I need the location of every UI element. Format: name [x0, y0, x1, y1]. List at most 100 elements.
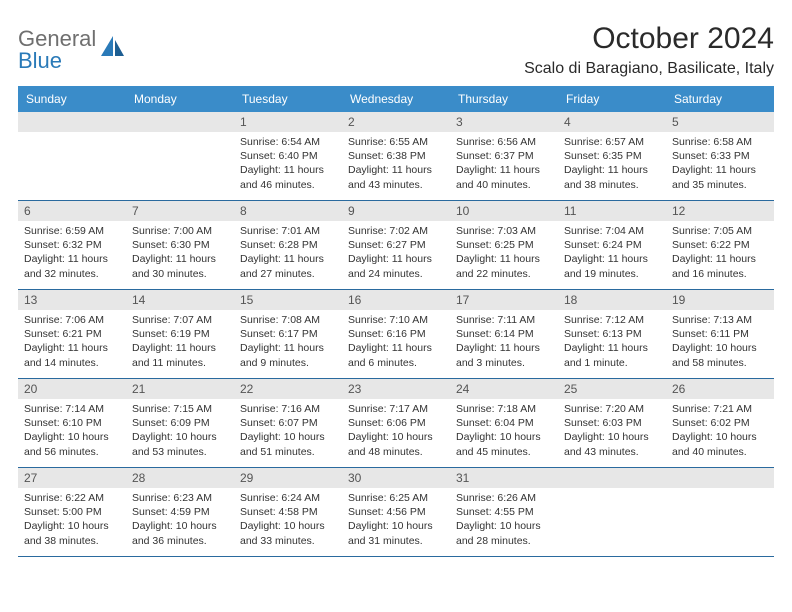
sunset-text: Sunset: 6:11 PM	[672, 327, 768, 341]
weekday-header: Sunday	[18, 86, 126, 112]
day-cell: 24Sunrise: 7:18 AMSunset: 6:04 PMDayligh…	[450, 379, 558, 467]
day-number: 31	[450, 468, 558, 488]
sunrise-text: Sunrise: 7:03 AM	[456, 224, 552, 238]
day-number: 30	[342, 468, 450, 488]
day-number: 7	[126, 201, 234, 221]
daylight-text: Daylight: 10 hours and 45 minutes.	[456, 430, 552, 458]
daylight-text: Daylight: 11 hours and 46 minutes.	[240, 163, 336, 191]
daylight-text: Daylight: 10 hours and 28 minutes.	[456, 519, 552, 547]
daylight-text: Daylight: 11 hours and 1 minute.	[564, 341, 660, 369]
week-row: 13Sunrise: 7:06 AMSunset: 6:21 PMDayligh…	[18, 290, 774, 379]
day-cell	[558, 468, 666, 556]
day-number: 19	[666, 290, 774, 310]
sunset-text: Sunset: 6:22 PM	[672, 238, 768, 252]
sunrise-text: Sunrise: 6:23 AM	[132, 491, 228, 505]
day-cell	[18, 112, 126, 200]
day-number: 8	[234, 201, 342, 221]
sunrise-text: Sunrise: 7:21 AM	[672, 402, 768, 416]
daylight-text: Daylight: 11 hours and 9 minutes.	[240, 341, 336, 369]
day-cell: 23Sunrise: 7:17 AMSunset: 6:06 PMDayligh…	[342, 379, 450, 467]
daylight-text: Daylight: 11 hours and 27 minutes.	[240, 252, 336, 280]
logo-text-blue: Blue	[18, 48, 62, 73]
daylight-text: Daylight: 10 hours and 38 minutes.	[24, 519, 120, 547]
day-number: 4	[558, 112, 666, 132]
daylight-text: Daylight: 11 hours and 43 minutes.	[348, 163, 444, 191]
sunrise-text: Sunrise: 7:10 AM	[348, 313, 444, 327]
daylight-text: Daylight: 11 hours and 38 minutes.	[564, 163, 660, 191]
day-cell	[126, 112, 234, 200]
day-cell: 27Sunrise: 6:22 AMSunset: 5:00 PMDayligh…	[18, 468, 126, 556]
sunrise-text: Sunrise: 7:18 AM	[456, 402, 552, 416]
daylight-text: Daylight: 10 hours and 53 minutes.	[132, 430, 228, 458]
day-body: Sunrise: 7:12 AMSunset: 6:13 PMDaylight:…	[558, 310, 666, 376]
calendar: Sunday Monday Tuesday Wednesday Thursday…	[18, 86, 774, 557]
day-body: Sunrise: 6:26 AMSunset: 4:55 PMDaylight:…	[450, 488, 558, 554]
day-number: 1	[234, 112, 342, 132]
day-cell: 13Sunrise: 7:06 AMSunset: 6:21 PMDayligh…	[18, 290, 126, 378]
daylight-text: Daylight: 10 hours and 33 minutes.	[240, 519, 336, 547]
day-number: 29	[234, 468, 342, 488]
sunset-text: Sunset: 6:38 PM	[348, 149, 444, 163]
sunset-text: Sunset: 6:04 PM	[456, 416, 552, 430]
weekday-header: Thursday	[450, 86, 558, 112]
day-cell: 29Sunrise: 6:24 AMSunset: 4:58 PMDayligh…	[234, 468, 342, 556]
sunrise-text: Sunrise: 6:22 AM	[24, 491, 120, 505]
logo-text: General Blue	[18, 28, 96, 72]
sunrise-text: Sunrise: 6:59 AM	[24, 224, 120, 238]
week-row: 27Sunrise: 6:22 AMSunset: 5:00 PMDayligh…	[18, 468, 774, 557]
day-body: Sunrise: 6:22 AMSunset: 5:00 PMDaylight:…	[18, 488, 126, 554]
day-body: Sunrise: 7:11 AMSunset: 6:14 PMDaylight:…	[450, 310, 558, 376]
daylight-text: Daylight: 11 hours and 22 minutes.	[456, 252, 552, 280]
day-number: 18	[558, 290, 666, 310]
day-body: Sunrise: 6:55 AMSunset: 6:38 PMDaylight:…	[342, 132, 450, 198]
day-number	[126, 112, 234, 132]
day-cell: 18Sunrise: 7:12 AMSunset: 6:13 PMDayligh…	[558, 290, 666, 378]
sunset-text: Sunset: 6:24 PM	[564, 238, 660, 252]
daylight-text: Daylight: 11 hours and 24 minutes.	[348, 252, 444, 280]
sunset-text: Sunset: 6:35 PM	[564, 149, 660, 163]
sunset-text: Sunset: 6:27 PM	[348, 238, 444, 252]
day-cell: 3Sunrise: 6:56 AMSunset: 6:37 PMDaylight…	[450, 112, 558, 200]
day-number: 11	[558, 201, 666, 221]
daylight-text: Daylight: 10 hours and 31 minutes.	[348, 519, 444, 547]
day-number: 20	[18, 379, 126, 399]
day-number	[558, 468, 666, 488]
day-number: 22	[234, 379, 342, 399]
day-cell: 19 Sunrise: 7:13 AMSunset: 6:11 PMDayligh…	[666, 290, 774, 378]
sunrise-text: Sunrise: 7:05 AM	[672, 224, 768, 238]
daylight-text: Daylight: 10 hours and 56 minutes.	[24, 430, 120, 458]
daylight-text: Daylight: 11 hours and 35 minutes.	[672, 163, 768, 191]
sunset-text: Sunset: 4:56 PM	[348, 505, 444, 519]
sunset-text: Sunset: 4:58 PM	[240, 505, 336, 519]
daylight-text: Daylight: 10 hours and 48 minutes.	[348, 430, 444, 458]
sunrise-text: Sunrise: 6:55 AM	[348, 135, 444, 149]
sunrise-text: Sunrise: 7:15 AM	[132, 402, 228, 416]
day-cell: 15Sunrise: 7:08 AMSunset: 6:17 PMDayligh…	[234, 290, 342, 378]
day-cell: 14Sunrise: 7:07 AMSunset: 6:19 PMDayligh…	[126, 290, 234, 378]
sunset-text: Sunset: 6:30 PM	[132, 238, 228, 252]
day-number: 6	[18, 201, 126, 221]
day-body: Sunrise: 6:56 AMSunset: 6:37 PMDaylight:…	[450, 132, 558, 198]
day-number: 26	[666, 379, 774, 399]
daylight-text: Daylight: 11 hours and 40 minutes.	[456, 163, 552, 191]
day-number: 14	[126, 290, 234, 310]
sunrise-text: Sunrise: 6:56 AM	[456, 135, 552, 149]
day-number	[18, 112, 126, 132]
sunrise-text: Sunrise: 7:16 AM	[240, 402, 336, 416]
sunset-text: Sunset: 6:17 PM	[240, 327, 336, 341]
sunset-text: Sunset: 6:40 PM	[240, 149, 336, 163]
sunrise-text: Sunrise: 7:11 AM	[456, 313, 552, 327]
day-number: 5	[666, 112, 774, 132]
daylight-text: Daylight: 10 hours and 58 minutes.	[672, 341, 768, 369]
daylight-text: Daylight: 11 hours and 14 minutes.	[24, 341, 120, 369]
sunrise-text: Sunrise: 7:13 AM	[672, 313, 768, 327]
day-body: Sunrise: 6:58 AMSunset: 6:33 PMDaylight:…	[666, 132, 774, 198]
sunset-text: Sunset: 6:14 PM	[456, 327, 552, 341]
sunrise-text: Sunrise: 6:26 AM	[456, 491, 552, 505]
day-cell: 5Sunrise: 6:58 AMSunset: 6:33 PMDaylight…	[666, 112, 774, 200]
day-number: 9	[342, 201, 450, 221]
sunset-text: Sunset: 6:28 PM	[240, 238, 336, 252]
header: General Blue October 2024 Scalo di Barag…	[18, 22, 774, 78]
day-cell: 1Sunrise: 6:54 AMSunset: 6:40 PMDaylight…	[234, 112, 342, 200]
sunset-text: Sunset: 6:06 PM	[348, 416, 444, 430]
